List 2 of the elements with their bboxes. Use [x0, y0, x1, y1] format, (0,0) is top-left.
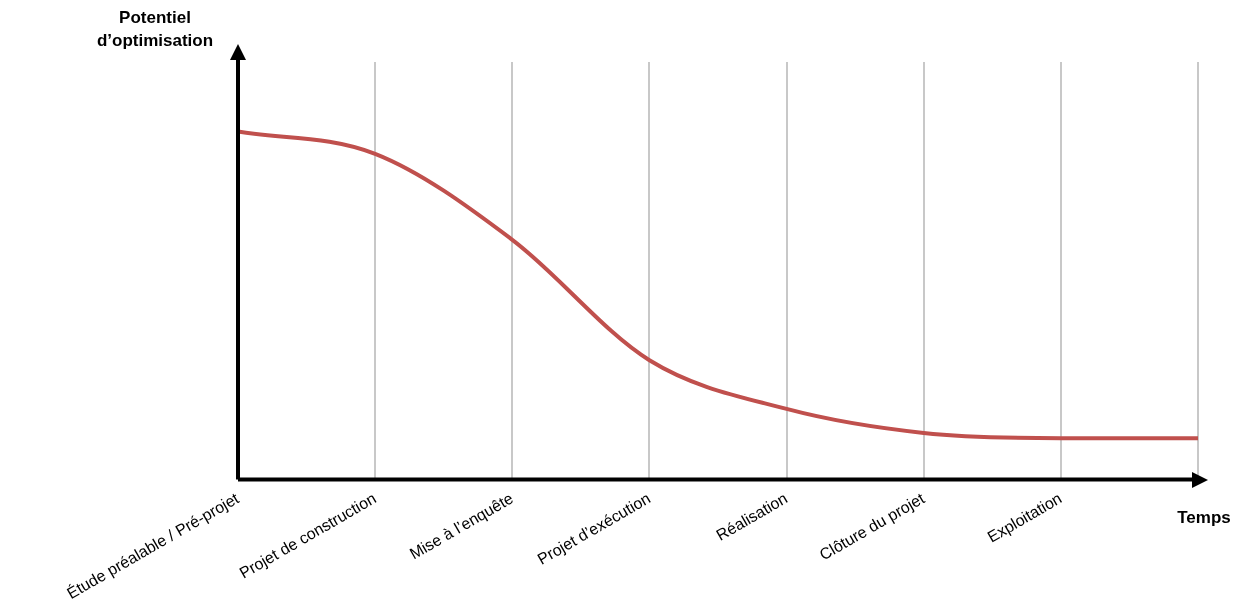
- x-axis-title: Temps: [1176, 508, 1232, 528]
- y-axis-title: Potentiel d’optimisation: [95, 7, 215, 52]
